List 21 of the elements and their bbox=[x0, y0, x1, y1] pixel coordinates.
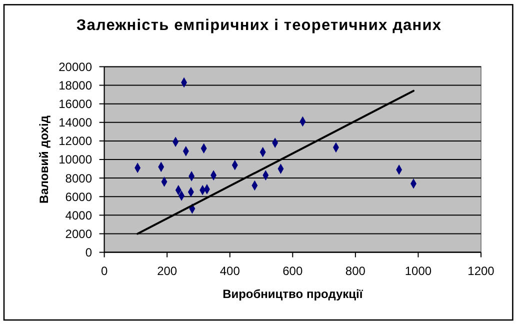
y-tick-label: 16000 bbox=[58, 97, 92, 112]
x-axis-title: Виробництво продукції bbox=[222, 287, 364, 301]
y-tick-label: 14000 bbox=[58, 116, 92, 130]
x-tick-label: 1200 bbox=[468, 264, 495, 278]
chart-title: Залежність емпіричних і теоретичних даних bbox=[76, 17, 442, 34]
y-tick-label: 12000 bbox=[58, 134, 92, 148]
y-tick-label: 6000 bbox=[65, 190, 92, 204]
y-tick-label: 0 bbox=[85, 246, 92, 260]
x-tick-label: 0 bbox=[100, 264, 108, 278]
y-tick-label: 10000 bbox=[58, 152, 92, 167]
y-axis-title: Валовий дохід bbox=[37, 115, 51, 204]
y-tick-label: 18000 bbox=[58, 78, 92, 92]
y-tick-label: 2000 bbox=[65, 226, 92, 241]
x-tick-label: 800 bbox=[345, 264, 366, 278]
x-tick-label: 200 bbox=[157, 264, 178, 278]
y-tick-label: 4000 bbox=[65, 208, 92, 222]
x-tick-label: 600 bbox=[282, 264, 303, 278]
x-tick-label: 1000 bbox=[404, 264, 432, 278]
y-tick-label: 20000 bbox=[58, 60, 92, 74]
y-tick-label: 8000 bbox=[65, 171, 92, 186]
x-tick-label: 400 bbox=[220, 264, 240, 278]
